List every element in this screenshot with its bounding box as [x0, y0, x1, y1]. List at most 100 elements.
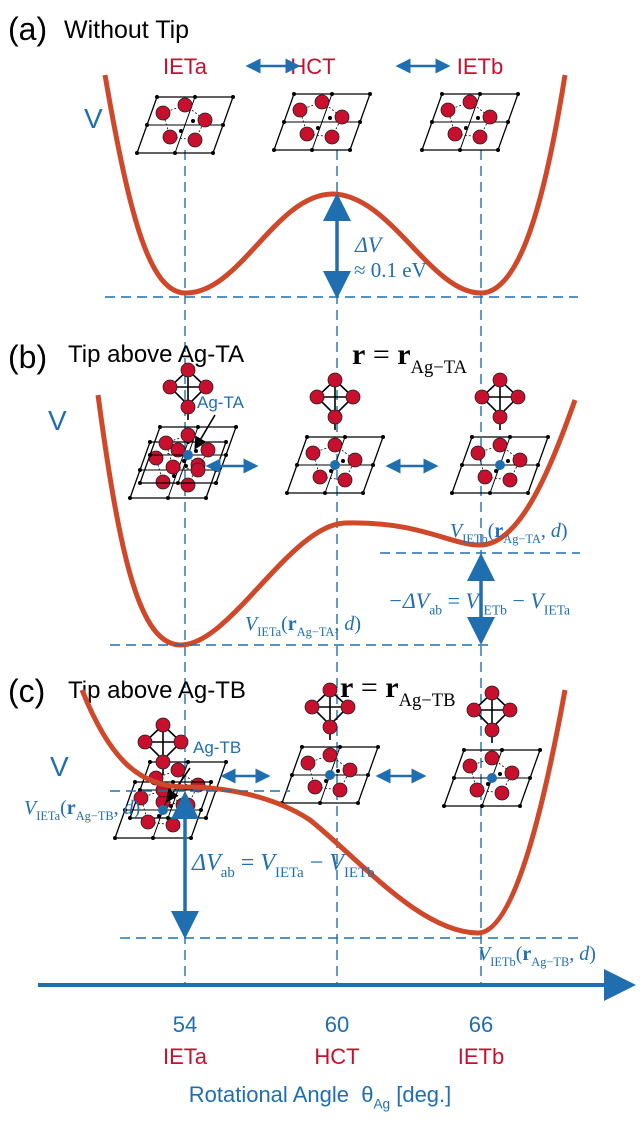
- atom: [513, 453, 527, 467]
- tip-atom: [156, 755, 170, 769]
- site: [450, 491, 454, 495]
- site: [328, 116, 332, 120]
- site: [145, 123, 149, 127]
- site: [506, 120, 510, 124]
- atom: [463, 95, 477, 109]
- site: [356, 801, 360, 805]
- formula-part: −: [304, 850, 330, 876]
- site: [341, 459, 345, 463]
- atom: [348, 453, 362, 467]
- site: [199, 808, 203, 812]
- energy-label: VIETa(rAg−TB, d): [24, 797, 140, 823]
- site: [282, 120, 286, 124]
- adatom: [325, 770, 335, 780]
- atom: [478, 470, 492, 484]
- site: [508, 435, 512, 439]
- site: [546, 435, 550, 439]
- tip-atom: [181, 400, 195, 414]
- site: [171, 780, 175, 784]
- v-label: V: [48, 405, 67, 436]
- formula-part: ,: [114, 797, 124, 819]
- site: [480, 804, 484, 808]
- atom: [333, 783, 347, 797]
- adatom: [330, 460, 340, 470]
- formula-part: Ag−TB: [76, 809, 114, 823]
- site: [193, 95, 197, 99]
- panel-title: Tip above Ag-TB: [68, 677, 246, 704]
- tip-atom: [341, 700, 355, 714]
- site: [361, 491, 365, 495]
- formula-part: r: [288, 613, 297, 635]
- tip-atom: [323, 720, 337, 734]
- site: [538, 748, 542, 752]
- site: [371, 463, 375, 467]
- atom: [441, 103, 455, 117]
- site: [135, 151, 139, 155]
- tip-atom: [156, 718, 170, 732]
- tick-name: IETb: [458, 1044, 504, 1069]
- delta-value: ≈ 0.1 eV: [354, 258, 427, 282]
- site: [214, 481, 218, 485]
- formula-part: ): [134, 797, 141, 819]
- tick-label: 54: [173, 1012, 197, 1037]
- formula-part: ): [561, 520, 568, 542]
- site: [528, 776, 532, 780]
- atom: [325, 130, 339, 144]
- site: [148, 453, 152, 457]
- site: [172, 474, 176, 478]
- atom: [335, 110, 349, 124]
- formula-part: Rotational Angle θ: [189, 1082, 374, 1107]
- molecule: [442, 686, 542, 808]
- site: [536, 463, 540, 467]
- atom: [201, 443, 215, 457]
- site: [486, 782, 490, 786]
- atom: [166, 818, 180, 832]
- atom: [188, 133, 202, 147]
- energy-label: VIETa(rAg−TA, d): [245, 613, 361, 639]
- energy-label: VIETb(rAg−TB, d): [478, 943, 596, 969]
- formula-part: ): [354, 613, 361, 635]
- potential-curve: [105, 75, 565, 293]
- site: [221, 123, 225, 127]
- site: [211, 151, 215, 155]
- tip-atom: [305, 700, 319, 714]
- site: [272, 148, 276, 152]
- site: [366, 773, 370, 777]
- atom: [301, 756, 315, 770]
- axis-label: Rotational Angle θAg [deg.]: [189, 1082, 452, 1112]
- tip-atom: [328, 410, 342, 424]
- site: [330, 92, 334, 96]
- formula-part: IETa: [257, 625, 281, 639]
- site: [496, 148, 500, 152]
- formula-part: r: [494, 520, 503, 542]
- formula-part: ,: [569, 943, 579, 965]
- site: [166, 496, 170, 500]
- site: [209, 780, 213, 784]
- formula-part: Ag−TA: [297, 625, 335, 639]
- site: [464, 126, 468, 130]
- tip-atom: [503, 703, 517, 717]
- formula-part: ab: [429, 603, 442, 618]
- atom: [163, 130, 177, 144]
- site: [506, 459, 510, 463]
- formula-part: IETb: [490, 955, 515, 969]
- site: [113, 836, 117, 840]
- site: [300, 745, 304, 749]
- formula-part: Ag−TA: [411, 357, 468, 378]
- site: [204, 496, 208, 500]
- site: [148, 760, 152, 764]
- formula-part: Ag−TA: [503, 532, 541, 546]
- molecule: [450, 373, 550, 495]
- site: [494, 469, 498, 473]
- formula-part: r: [67, 797, 76, 819]
- delta-label: ΔV: [354, 232, 384, 257]
- formula-part: ΔV: [191, 850, 223, 876]
- formula-part: r: [352, 338, 365, 371]
- site: [224, 440, 228, 444]
- site: [324, 779, 328, 783]
- atom: [493, 438, 507, 452]
- site-label: Ag-TA: [197, 393, 245, 412]
- site: [500, 748, 504, 752]
- panel-title: Without Tip: [64, 16, 189, 44]
